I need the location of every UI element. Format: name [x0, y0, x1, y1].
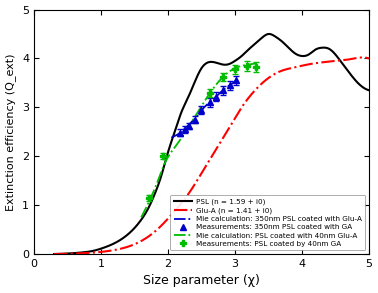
Legend: PSL (n = 1.59 + i0), Glu-A (n = 1.41 + i0), Mie calculation: 350nm PSL coated wi: PSL (n = 1.59 + i0), Glu-A (n = 1.41 + i…	[170, 195, 365, 251]
X-axis label: Size parameter (χ): Size parameter (χ)	[143, 275, 260, 287]
Y-axis label: Extinction efficiency (Q_ext): Extinction efficiency (Q_ext)	[6, 53, 17, 211]
